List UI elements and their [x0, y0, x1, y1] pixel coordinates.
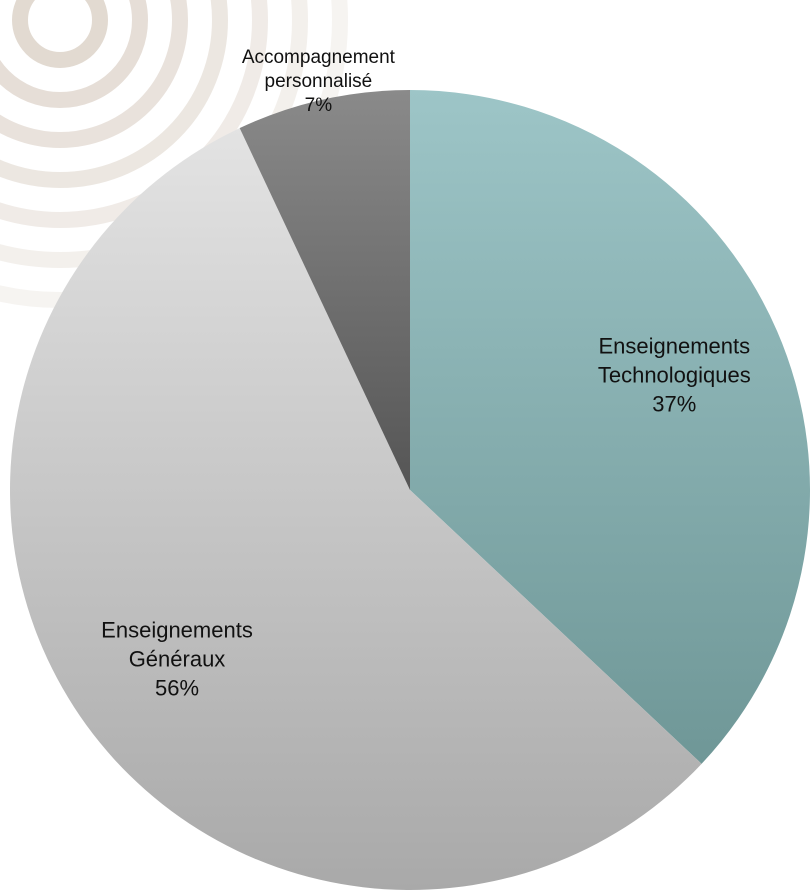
slice-label: Enseignements Généraux 56% [101, 617, 253, 700]
slice-value-label: 37% [652, 392, 696, 417]
slice-category-label: Technologiques [598, 363, 751, 388]
slice-value-label: 7% [305, 95, 333, 116]
pie-slice [10, 128, 702, 890]
background-ring [0, 0, 228, 188]
slice-category-label: Généraux [129, 646, 226, 671]
background-ring [0, 0, 308, 268]
background-ring [12, 0, 108, 68]
background-ring [0, 0, 268, 228]
slice-category-label: Enseignements [101, 617, 253, 642]
pie-labels: Enseignements Technologiques 37%Enseigneme… [101, 47, 751, 700]
slice-category-label: personnalisé [265, 71, 373, 92]
slice-category-label: Enseignements [598, 334, 750, 359]
background-ring [0, 0, 188, 148]
slice-value-label: 56% [155, 675, 199, 700]
slice-category-label: Accompagnement [242, 47, 396, 68]
pie-slice [410, 90, 810, 764]
slice-label: Accompagnement personnalisé 7% [242, 47, 396, 116]
slice-label: Enseignements Technologiques 37% [598, 334, 751, 417]
pie-slice [239, 90, 410, 490]
pie-slices [10, 90, 810, 890]
background-ring [0, 0, 148, 108]
